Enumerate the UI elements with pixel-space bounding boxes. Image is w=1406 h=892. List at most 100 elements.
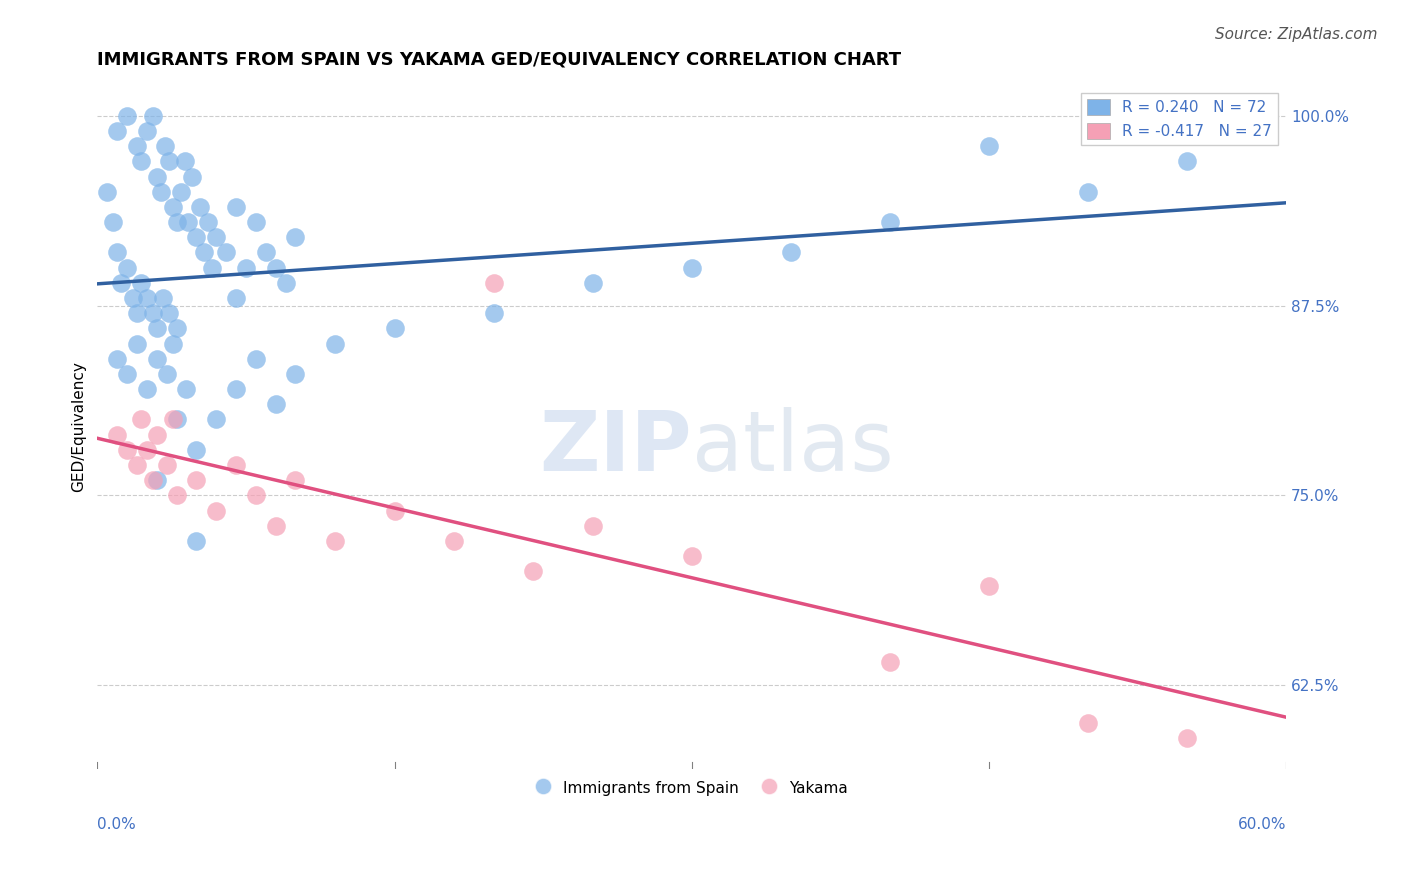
Point <box>156 367 179 381</box>
Point <box>1175 731 1198 746</box>
Point <box>157 154 180 169</box>
Point <box>135 124 157 138</box>
Point <box>166 215 188 229</box>
Point <box>146 473 169 487</box>
Point <box>103 215 125 229</box>
Point <box>173 154 195 169</box>
Point <box>115 442 138 457</box>
Point <box>201 260 224 275</box>
Point <box>169 185 191 199</box>
Point <box>197 215 219 229</box>
Point <box>166 412 188 426</box>
Point <box>205 503 228 517</box>
Point <box>186 533 208 548</box>
Point <box>129 412 152 426</box>
Point <box>482 306 505 320</box>
Point <box>323 336 346 351</box>
Text: Source: ZipAtlas.com: Source: ZipAtlas.com <box>1215 27 1378 42</box>
Point <box>142 306 165 320</box>
Point <box>879 655 901 669</box>
Point <box>153 139 176 153</box>
Point <box>166 488 188 502</box>
Point <box>284 473 307 487</box>
Point <box>135 382 157 396</box>
Point <box>879 215 901 229</box>
Point <box>110 276 132 290</box>
Point <box>284 367 307 381</box>
Point <box>264 518 287 533</box>
Point <box>166 321 188 335</box>
Point <box>146 169 169 184</box>
Point <box>146 351 169 366</box>
Point <box>157 306 180 320</box>
Point <box>254 245 277 260</box>
Point <box>156 458 179 472</box>
Point <box>205 230 228 244</box>
Point <box>105 427 128 442</box>
Point <box>135 291 157 305</box>
Point <box>142 109 165 123</box>
Point <box>177 215 200 229</box>
Point <box>581 518 603 533</box>
Point <box>105 351 128 366</box>
Point <box>384 503 406 517</box>
Point <box>115 367 138 381</box>
Point <box>779 245 801 260</box>
Point <box>323 533 346 548</box>
Point <box>205 412 228 426</box>
Point <box>443 533 465 548</box>
Point <box>125 458 148 472</box>
Point <box>125 336 148 351</box>
Point <box>193 245 215 260</box>
Point <box>482 276 505 290</box>
Point <box>115 109 138 123</box>
Point <box>146 427 169 442</box>
Point <box>384 321 406 335</box>
Point <box>235 260 257 275</box>
Point <box>181 169 204 184</box>
Point <box>162 336 184 351</box>
Point <box>186 442 208 457</box>
Point <box>225 200 247 214</box>
Point <box>245 351 267 366</box>
Point <box>1175 154 1198 169</box>
Text: ZIP: ZIP <box>538 407 692 488</box>
Point <box>115 260 138 275</box>
Point <box>125 306 148 320</box>
Point <box>129 154 152 169</box>
Legend: Immigrants from Spain, Yakama: Immigrants from Spain, Yakama <box>529 773 853 802</box>
Point <box>142 473 165 487</box>
Point <box>152 291 174 305</box>
Y-axis label: GED/Equivalency: GED/Equivalency <box>72 361 86 492</box>
Point <box>135 442 157 457</box>
Point <box>977 579 1000 593</box>
Point <box>186 473 208 487</box>
Point <box>105 124 128 138</box>
Point <box>284 230 307 244</box>
Point <box>149 185 172 199</box>
Point <box>96 185 118 199</box>
Point <box>1077 716 1099 731</box>
Point <box>176 382 198 396</box>
Point <box>215 245 238 260</box>
Point <box>681 260 703 275</box>
Point <box>1077 185 1099 199</box>
Text: 60.0%: 60.0% <box>1237 817 1286 832</box>
Point <box>162 412 184 426</box>
Point <box>129 276 152 290</box>
Point <box>162 200 184 214</box>
Point <box>264 260 287 275</box>
Point <box>274 276 297 290</box>
Point <box>681 549 703 563</box>
Point <box>225 291 247 305</box>
Point <box>581 276 603 290</box>
Point <box>225 382 247 396</box>
Point <box>186 230 208 244</box>
Text: IMMIGRANTS FROM SPAIN VS YAKAMA GED/EQUIVALENCY CORRELATION CHART: IMMIGRANTS FROM SPAIN VS YAKAMA GED/EQUI… <box>97 51 901 69</box>
Point <box>225 458 247 472</box>
Point <box>977 139 1000 153</box>
Point <box>245 215 267 229</box>
Point <box>125 139 148 153</box>
Point <box>245 488 267 502</box>
Point <box>122 291 145 305</box>
